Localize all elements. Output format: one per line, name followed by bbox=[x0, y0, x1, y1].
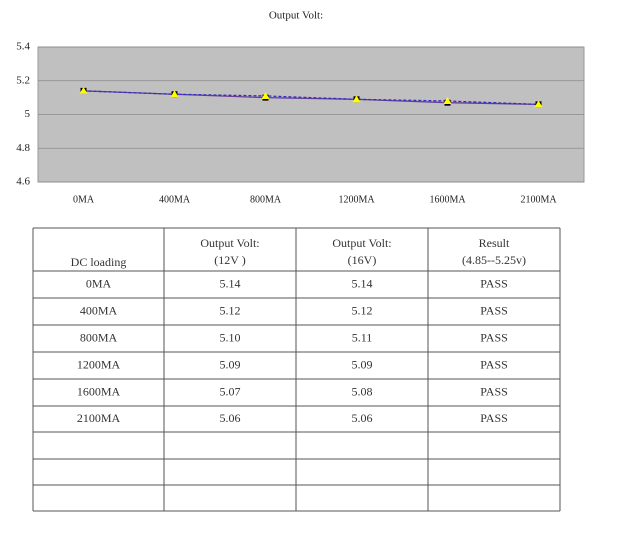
marker bbox=[261, 91, 270, 99]
table-cell: 5.07 bbox=[220, 384, 241, 398]
table-cell: PASS bbox=[480, 303, 508, 317]
header-cell: (16V) bbox=[348, 253, 377, 267]
table-cell: 5.09 bbox=[352, 357, 373, 371]
table-cell: PASS bbox=[480, 384, 508, 398]
x-tick-label: 0MA bbox=[73, 194, 95, 205]
table-cell: 5.09 bbox=[220, 357, 241, 371]
table-cell: PASS bbox=[480, 411, 508, 425]
x-tick-label: 800MA bbox=[250, 194, 282, 205]
table-cell: 5.14 bbox=[352, 276, 373, 290]
table-cell: 5.06 bbox=[352, 411, 373, 425]
y-tick-label: 5.2 bbox=[16, 74, 30, 86]
x-tick-label: 2100MA bbox=[520, 194, 557, 205]
header-cell: Result bbox=[479, 236, 510, 250]
table-cell: 400MA bbox=[80, 303, 118, 317]
chart-title: Output Volt: bbox=[269, 10, 323, 22]
series-line bbox=[83, 90, 539, 106]
y-tick-label: 4.8 bbox=[16, 142, 30, 154]
x-tick-label: 1600MA bbox=[429, 194, 466, 205]
table-cell: 2100MA bbox=[77, 411, 121, 425]
table-cell: 1200MA bbox=[77, 357, 121, 371]
table-cell: 5.08 bbox=[352, 384, 373, 398]
marker bbox=[170, 90, 179, 98]
header-cell: (12V ) bbox=[214, 253, 245, 267]
y-tick-label: 4.6 bbox=[16, 176, 30, 188]
marker bbox=[534, 100, 543, 108]
table-cell: 0MA bbox=[86, 276, 112, 290]
header-cell: DC loading bbox=[71, 255, 127, 269]
table-cell: 5.06 bbox=[220, 411, 241, 425]
table-cell: PASS bbox=[480, 330, 508, 344]
table-cell: 800MA bbox=[80, 330, 118, 344]
y-tick-label: 5.4 bbox=[16, 41, 30, 53]
x-tick-label: 400MA bbox=[159, 194, 191, 205]
table-cell: 5.10 bbox=[220, 330, 241, 344]
marker bbox=[352, 95, 361, 103]
header-cell: Output Volt: bbox=[332, 236, 391, 250]
header-cell: (4.85--5.25v) bbox=[462, 253, 526, 267]
y-tick-label: 5 bbox=[25, 108, 31, 120]
marker bbox=[79, 86, 88, 94]
table-cell: PASS bbox=[480, 276, 508, 290]
table-cell: 5.14 bbox=[220, 276, 241, 290]
header-cell: Output Volt: bbox=[200, 236, 259, 250]
table-cell: 5.12 bbox=[352, 303, 373, 317]
table-cell: 1600MA bbox=[77, 384, 121, 398]
marker bbox=[443, 97, 452, 104]
table-cell: PASS bbox=[480, 357, 508, 371]
x-tick-label: 1200MA bbox=[338, 194, 375, 205]
table-cell: 5.12 bbox=[220, 303, 241, 317]
table-cell: 5.11 bbox=[352, 330, 373, 344]
